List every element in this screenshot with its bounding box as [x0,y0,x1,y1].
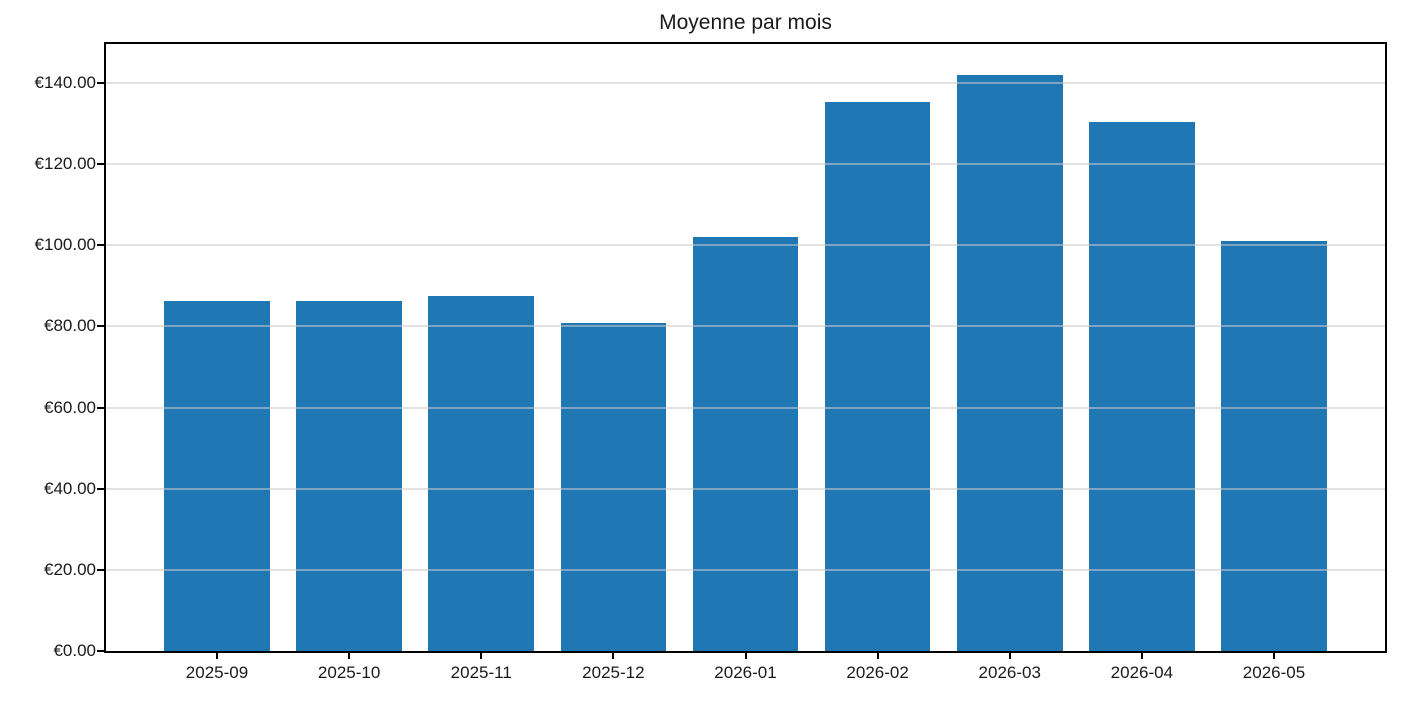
y-tick-mark [97,568,104,571]
gridline [106,325,1385,328]
gridline [106,163,1385,166]
x-tick-label: 2026-05 [1242,663,1306,682]
x-tick-label: 2025-11 [450,663,512,682]
x-tick-mark [1140,653,1143,659]
bar [164,300,270,651]
chart-title: Moyenne par mois [659,11,832,34]
y-tick-mark [97,325,104,328]
y-tick-mark [97,244,104,247]
x-tick-mark [1008,653,1011,659]
y-tick-mark [97,487,104,490]
bar [296,301,402,651]
bar [956,74,1063,651]
plot-area [104,42,1387,653]
x-tick-label: 2026-02 [846,663,909,682]
y-tick-label: €140.00 [34,72,96,92]
y-tick-mark [97,81,104,84]
x-tick-mark [215,653,218,659]
y-tick-label: €40.00 [44,478,96,498]
y-tick-label: €20.00 [44,559,96,579]
y-tick-label: €100.00 [34,235,96,255]
gridline [106,487,1385,490]
x-tick-label: 2026-04 [1110,663,1174,682]
bar [692,237,799,651]
y-tick-mark [97,406,104,409]
x-tick-label: 2026-01 [714,663,777,682]
x-tick-mark [876,653,879,659]
bar [824,102,931,651]
gridline [106,568,1385,571]
bar [1221,241,1327,651]
x-tick-mark [612,653,615,659]
x-tick-mark [1273,653,1275,659]
bar [428,295,535,651]
x-tick-mark [744,653,747,659]
x-tick-mark [480,653,483,659]
y-tick-mark [97,163,104,166]
gridline [106,81,1385,84]
x-tick-label: 2025-09 [185,663,249,682]
x-tick-label: 2025-12 [582,663,645,682]
y-tick-label: €0.00 [53,641,96,660]
bar [1089,122,1195,651]
y-tick-label: €60.00 [44,397,96,417]
gridline [106,244,1385,247]
bar [560,323,667,651]
gridline [106,406,1385,409]
x-tick-label: 2025-10 [317,663,381,682]
x-tick-label: 2026-03 [978,663,1041,682]
y-tick-mark [97,650,104,652]
y-tick-label: €80.00 [44,316,96,336]
x-tick-mark [348,653,351,659]
y-tick-label: €120.00 [34,154,96,174]
